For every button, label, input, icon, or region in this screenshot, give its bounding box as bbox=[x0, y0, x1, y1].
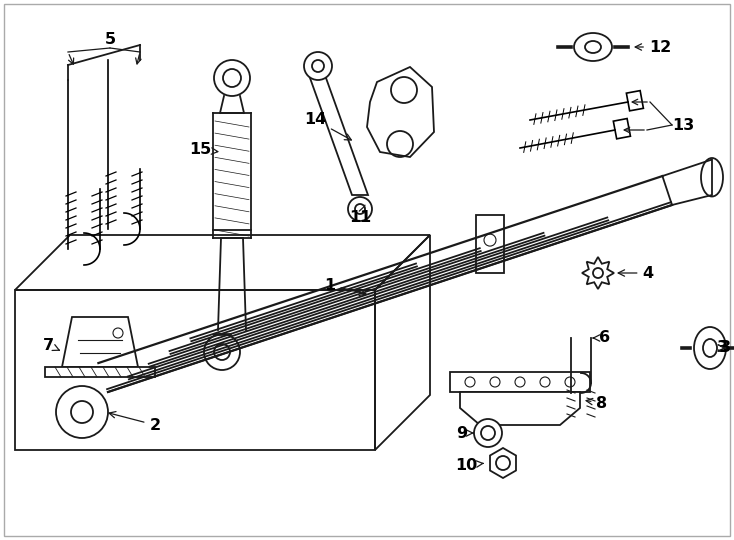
Text: 10: 10 bbox=[455, 457, 483, 472]
Text: 4: 4 bbox=[618, 266, 653, 280]
Circle shape bbox=[348, 197, 372, 221]
Polygon shape bbox=[367, 67, 434, 157]
Polygon shape bbox=[45, 367, 155, 377]
Text: 14: 14 bbox=[304, 112, 352, 140]
Polygon shape bbox=[626, 91, 644, 111]
Circle shape bbox=[204, 334, 240, 370]
Text: 1: 1 bbox=[324, 278, 366, 295]
Text: 8: 8 bbox=[586, 395, 608, 410]
Polygon shape bbox=[476, 215, 504, 273]
Text: 3: 3 bbox=[718, 341, 731, 355]
Text: 15: 15 bbox=[189, 143, 218, 158]
Polygon shape bbox=[614, 119, 631, 139]
Polygon shape bbox=[310, 78, 368, 195]
Circle shape bbox=[304, 52, 332, 80]
Circle shape bbox=[214, 60, 250, 96]
Text: 2: 2 bbox=[109, 411, 161, 433]
Text: 6: 6 bbox=[593, 330, 611, 346]
Text: 9: 9 bbox=[457, 426, 473, 441]
Circle shape bbox=[474, 419, 502, 447]
Polygon shape bbox=[460, 392, 580, 425]
Polygon shape bbox=[582, 257, 614, 289]
Text: 11: 11 bbox=[349, 205, 371, 226]
Text: 13: 13 bbox=[672, 118, 694, 132]
Polygon shape bbox=[662, 159, 712, 205]
Ellipse shape bbox=[574, 33, 612, 61]
FancyBboxPatch shape bbox=[4, 4, 730, 536]
Polygon shape bbox=[62, 317, 138, 367]
Text: 5: 5 bbox=[104, 32, 115, 48]
Text: 7: 7 bbox=[43, 338, 59, 353]
Text: 12: 12 bbox=[635, 39, 671, 55]
Text: 3: 3 bbox=[716, 341, 727, 355]
Polygon shape bbox=[490, 448, 516, 478]
Polygon shape bbox=[450, 372, 590, 392]
